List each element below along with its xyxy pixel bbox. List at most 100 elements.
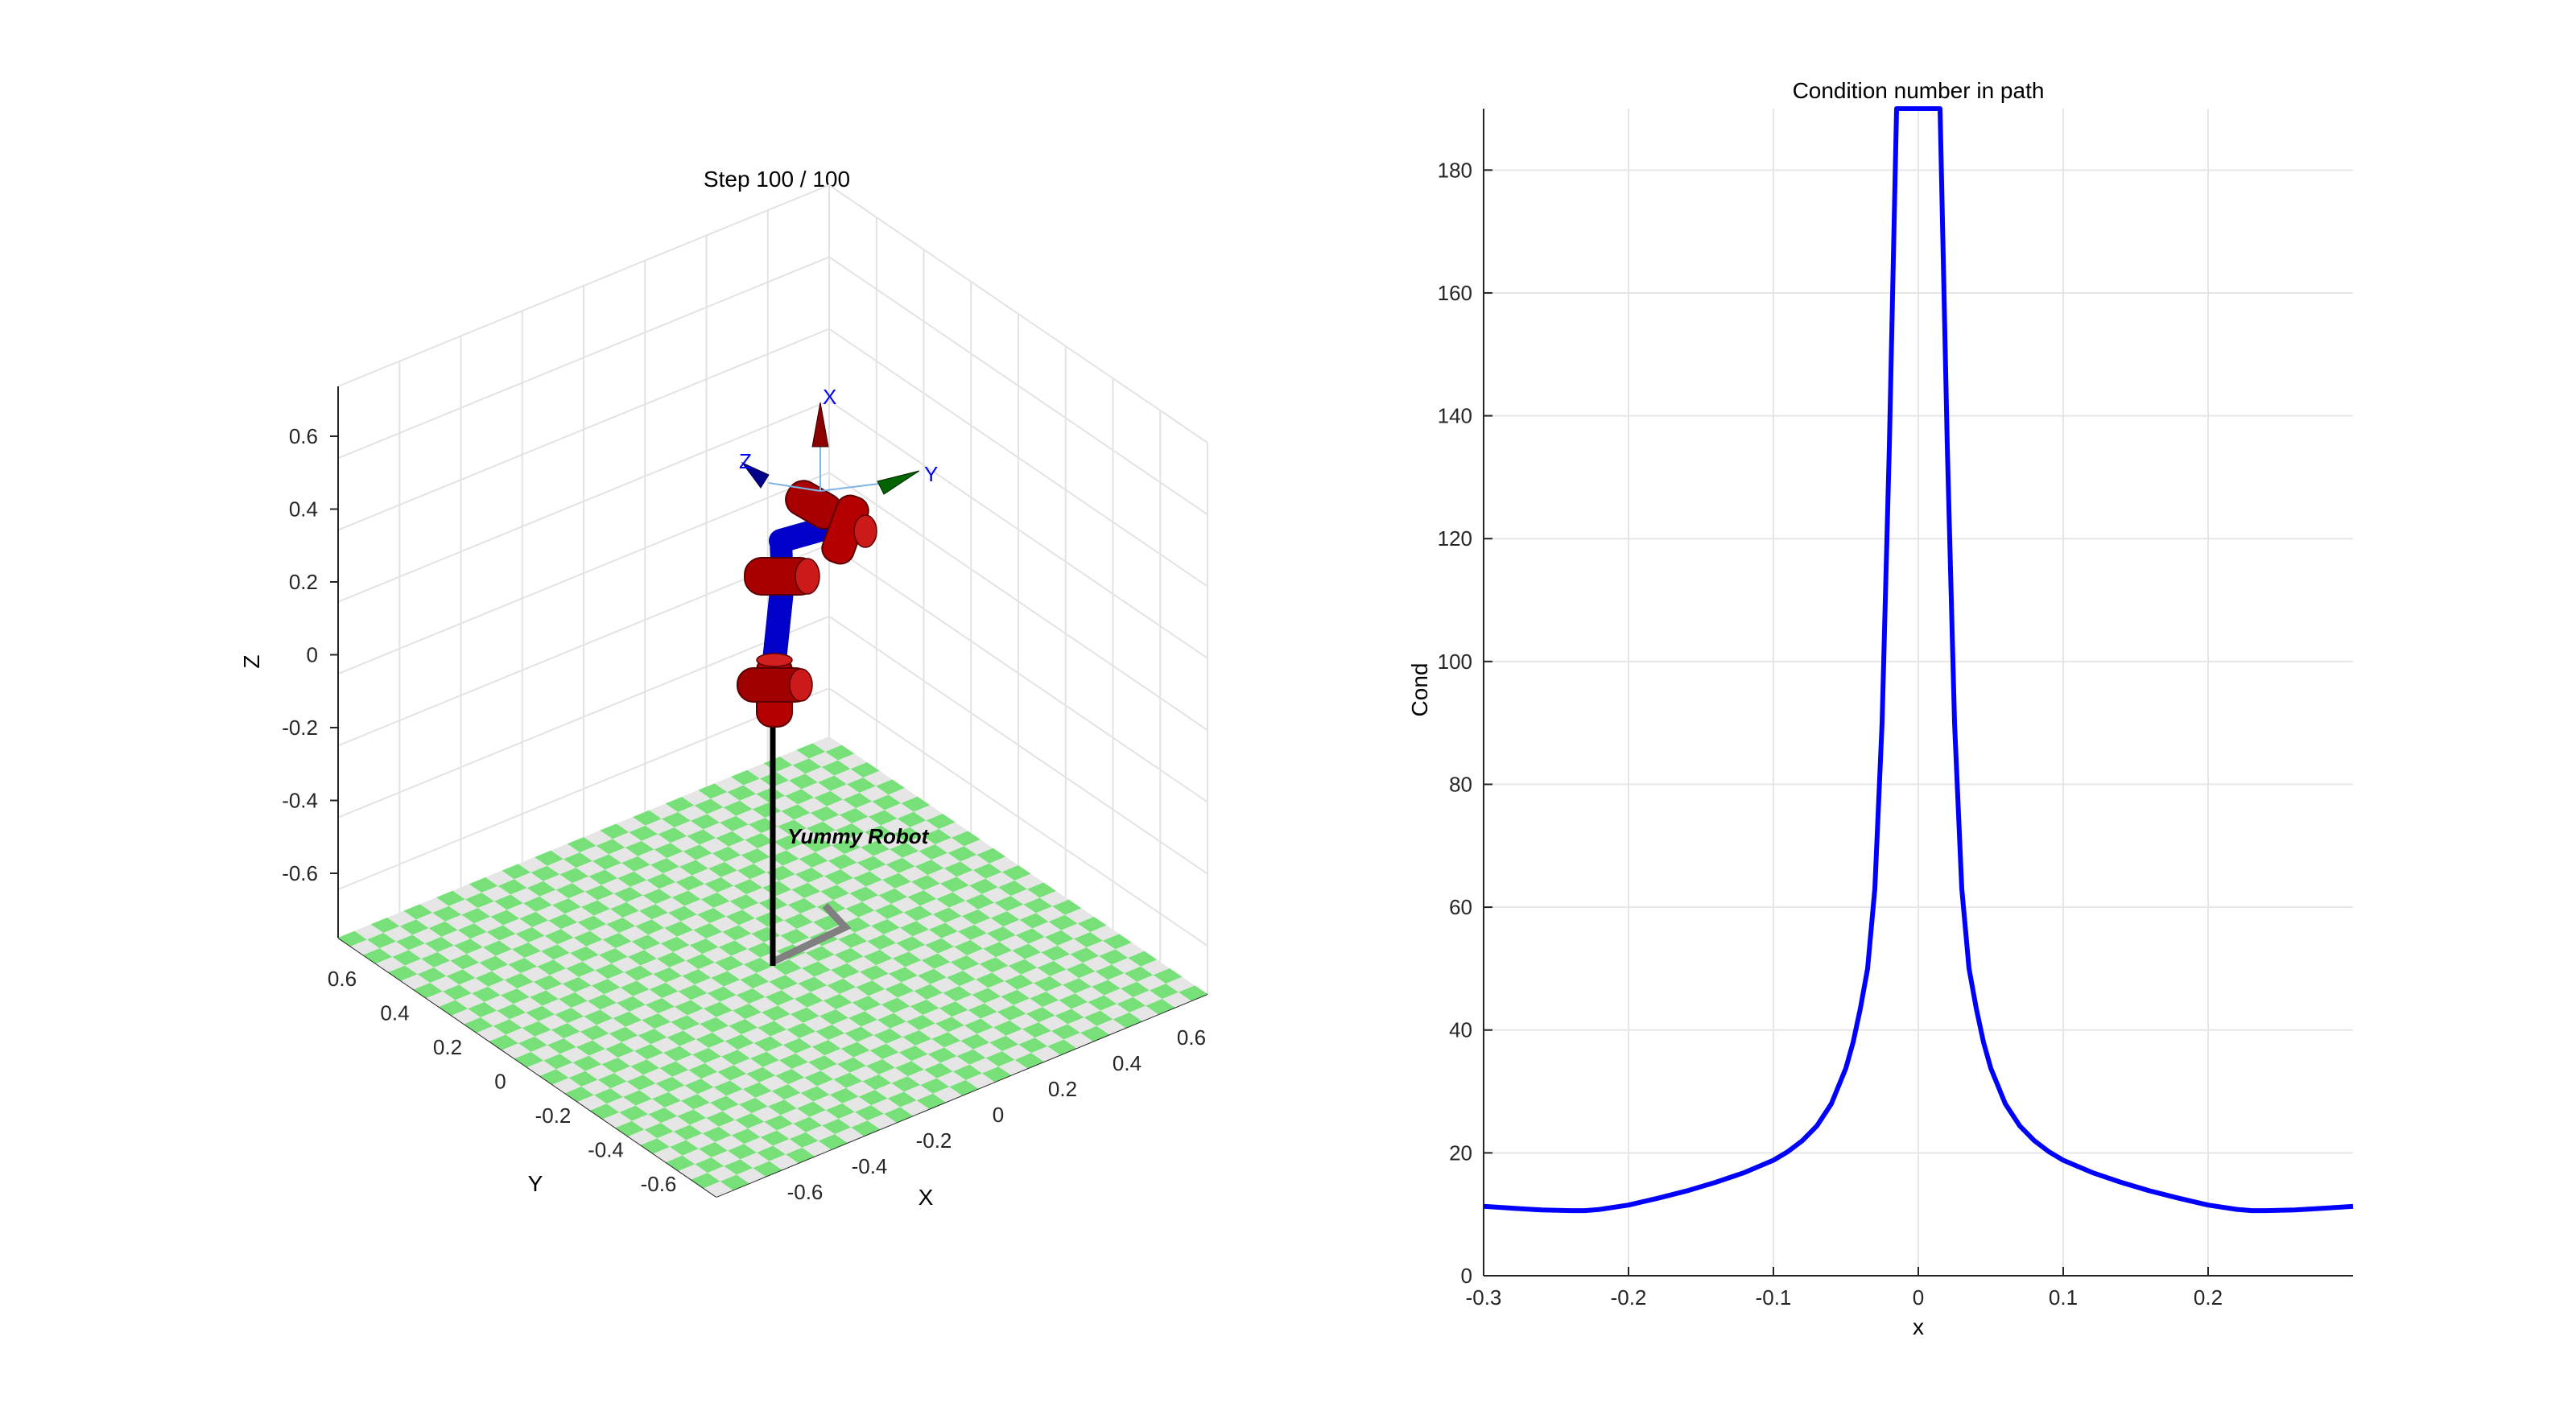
floor-tile [815,845,844,861]
z-tick-label: 0.4 [289,497,318,522]
floor-tile [885,803,914,819]
floor-tile [828,854,857,870]
frame-y-label: Y [924,462,938,486]
floor-tile [606,1096,636,1113]
frame-y-arrow [877,470,920,495]
floor-tile [989,856,1018,872]
floor-tile [833,1072,863,1088]
floor-tile [565,1086,594,1102]
floor-tile [1063,1033,1093,1049]
floor-tile [425,936,454,952]
floor-tile [838,753,867,769]
floor-tile [577,915,607,931]
floor-tile [771,905,801,921]
floor-tile [686,1133,716,1149]
floor-tile [728,1144,757,1160]
floor-tile [894,881,924,897]
floor-tile [661,1116,690,1132]
floor-tile [470,931,500,947]
floor-tile [497,879,527,895]
floor-tile [678,984,708,1000]
floor-tile [735,1113,765,1129]
x-tick-label: 0.2 [1048,1077,1077,1101]
floor-tile [547,1038,576,1054]
floor-tile [731,1128,761,1145]
floor-tile [805,767,835,783]
floor-tile [698,962,728,978]
floor-tile [1021,967,1051,984]
floor-tile [786,1022,816,1038]
floor-tile [492,964,521,980]
floor-tile [823,815,852,831]
x-tick-label: 0.6 [1177,1025,1206,1050]
floor-tile [840,862,870,878]
floor-tile [624,965,654,981]
floor-tile [758,1021,787,1037]
floor-tile [814,790,844,806]
floor-tile [383,926,413,942]
floor-tile [804,1070,834,1087]
floor-tile [722,1104,752,1120]
floor-tile [988,981,1018,997]
floor-tile [782,859,812,875]
floor-tile [503,918,532,934]
floor-tile [811,860,841,877]
floor-tile [695,977,724,993]
floor-tile [724,1159,753,1175]
floor-tile [704,877,734,893]
floor-tile [526,1005,555,1021]
floor-tile [993,1020,1022,1036]
floor-tile [469,877,498,893]
floor-tile [439,1000,469,1016]
floor-tile [914,860,944,876]
floor-tile [729,1019,758,1035]
floor-tile [1048,914,1078,930]
y-tick-label: 0 [494,1070,506,1094]
floor-tile [923,829,952,845]
floor-tile [716,831,745,847]
floor-tile [747,942,777,958]
floor-tile [599,948,628,964]
floor-tile [849,1066,879,1082]
floor-tile [1066,963,1096,979]
floor-tile [791,1007,819,1023]
floor-tile [903,905,933,922]
floor-tile [952,1009,981,1025]
floor-tile [910,820,939,836]
floor-tile [718,940,748,956]
floor-tile [835,1127,864,1143]
floor-tile [931,852,960,868]
x-tick-label: 0.1 [2049,1285,2078,1310]
floor-tile [740,794,769,810]
floor-tile [895,1061,924,1077]
floor-tile [646,873,676,889]
floor-tile [719,1120,748,1136]
floor-tile [679,1039,709,1055]
floor-tile [591,979,621,995]
floor-tile [518,857,547,873]
floor-tile [653,967,683,983]
floor-tile [673,1124,703,1141]
floor-tile [720,1174,749,1190]
floor-tile [716,1010,745,1026]
robot-link-4 [769,515,841,553]
floor-tile [749,996,778,1013]
floor-tile [596,839,625,855]
floor-tile [650,858,679,874]
floor-tile [443,984,472,1000]
floor-tile [667,1030,696,1046]
floor-tile [906,835,935,852]
floor-tile [969,1058,999,1074]
floor-tile [477,901,507,917]
x-tick-label: -0.2 [1611,1285,1647,1310]
floor-tile [970,933,1000,949]
floor-tile [588,869,618,885]
floor-tile [925,938,955,954]
floor-tile [963,963,993,980]
floor-tile [510,1012,539,1029]
floor-tile [642,1013,671,1029]
floor-tile [784,1092,814,1108]
floor-tile [698,783,728,799]
floor-tile [996,950,1025,966]
floor-tile [992,965,1022,982]
